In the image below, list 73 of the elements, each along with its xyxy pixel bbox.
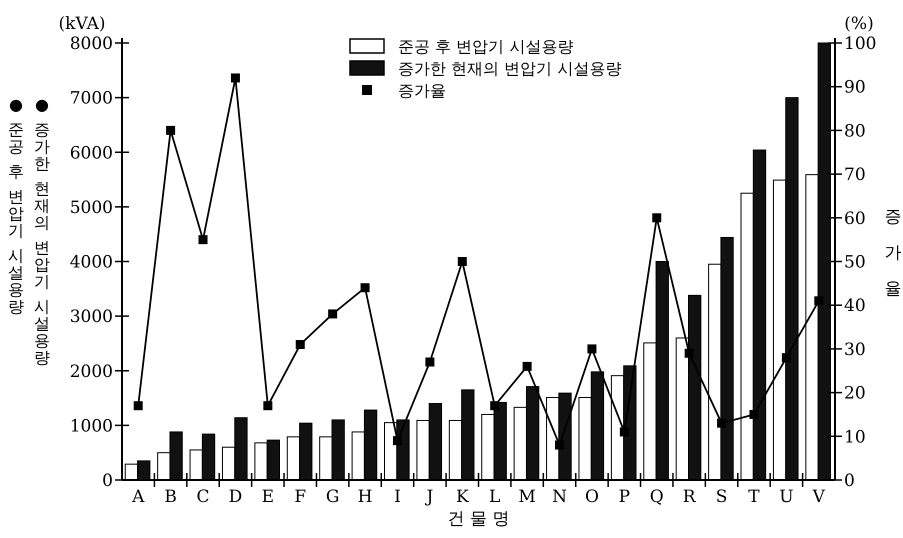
y-tick-label: 7000: [70, 88, 113, 109]
point: [166, 126, 176, 135]
point: [587, 344, 596, 354]
point: [296, 340, 305, 350]
y-axis-title: (kVA): [58, 14, 106, 34]
x-tick-label: V: [812, 487, 826, 507]
y2-tick-label: 60: [844, 208, 866, 229]
point: [684, 348, 694, 358]
point: [263, 401, 272, 410]
x-tick-label: J: [424, 487, 434, 507]
point: [522, 362, 532, 371]
legend-label: 증가한 현재의 변압기 시설용량: [398, 59, 622, 78]
x-tick-label: D: [228, 487, 242, 507]
x-tick-label: K: [456, 487, 469, 507]
x-tick-label: M: [518, 487, 536, 507]
x-tick-label: F: [294, 487, 306, 507]
point: [134, 401, 143, 410]
text: ● 준공 후 변압기 시설용량: [8, 95, 24, 316]
x-tick-label: I: [394, 487, 401, 507]
point: [652, 213, 662, 222]
point: [555, 440, 564, 450]
x-axis-title: 건 물 명: [448, 509, 510, 529]
x-tick-label: R: [682, 487, 697, 507]
point: [425, 358, 434, 367]
x-tick-label: H: [358, 487, 372, 507]
x-tick-label: S: [716, 487, 728, 507]
y2-tick-label: 70: [844, 165, 866, 186]
legend-label: 준공 후 변압기 시설용량: [398, 37, 574, 56]
x-tick-label: G: [326, 487, 340, 507]
x-tick-label: E: [262, 487, 274, 507]
point: [814, 296, 824, 306]
y-tick-label: 3000: [70, 307, 113, 328]
point: [230, 73, 240, 82]
point: [620, 427, 629, 436]
y-tick-label: 4000: [70, 252, 113, 272]
point: [490, 401, 500, 410]
point: [198, 235, 208, 244]
text: (%): [844, 14, 874, 34]
y-tick-label: 0: [102, 471, 113, 491]
y2-tick-label: 0: [844, 471, 855, 491]
x-tick-label: N: [552, 487, 568, 507]
x-tick-label: O: [584, 487, 599, 507]
x-tick-label: A: [131, 487, 146, 507]
text: ● 증가한 현재의 변압기 시설용량: [34, 95, 50, 367]
y2-tick-label: 30: [844, 340, 866, 360]
point: [328, 309, 338, 318]
point: [749, 410, 758, 419]
point: [360, 283, 370, 292]
x-tick-label: L: [489, 487, 500, 507]
y2-axis-title: 증가율: [884, 207, 902, 299]
y-tick-label: 6000: [70, 143, 113, 164]
x-tick-label: C: [196, 487, 210, 507]
point: [717, 418, 726, 428]
point: [782, 353, 791, 362]
y2-tick-label: 50: [844, 252, 866, 272]
y2-tick-label: 100: [844, 34, 876, 54]
x-tick-label: U: [779, 487, 794, 507]
y-tick-label: 5000: [70, 198, 113, 218]
y-tick-label: 1000: [70, 416, 113, 436]
y-tick-label: 2000: [70, 362, 113, 382]
y-tick-label: 8000: [70, 34, 113, 54]
point: [392, 436, 402, 446]
x-tick-label: B: [164, 487, 177, 507]
point: [458, 257, 467, 266]
x-tick-label: P: [618, 487, 630, 507]
y2-tick-label: 10: [844, 427, 866, 448]
x-tick-label: T: [748, 487, 760, 507]
y2-tick-label: 40: [844, 296, 866, 316]
y2-tick-label: 80: [844, 121, 866, 142]
x-tick-label: Q: [650, 487, 664, 507]
y2-tick-label: 20: [844, 384, 866, 404]
y2-tick-label: 90: [844, 78, 866, 98]
legend-label: 증가율: [398, 81, 446, 100]
